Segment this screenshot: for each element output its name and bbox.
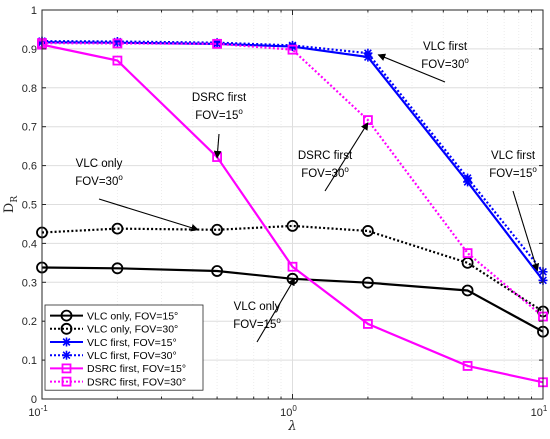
y-tick-label: 1 xyxy=(31,5,37,17)
legend-swatch-marker xyxy=(60,322,73,335)
legend-swatch-marker xyxy=(62,350,71,360)
data-point xyxy=(111,222,124,235)
y-axis-label: DR xyxy=(2,196,20,213)
marker-stroke xyxy=(363,49,372,58)
marker-stroke xyxy=(62,351,71,360)
annotation-line: FOV=15o xyxy=(233,316,281,331)
annotation-arrow xyxy=(324,122,369,192)
legend-label: DSRC first, FOV=30° xyxy=(87,376,186,388)
data-point xyxy=(362,225,374,237)
annotation-line: FOV=15o xyxy=(195,107,243,122)
legend-entry: VLC only, FOV=30° xyxy=(50,322,178,336)
y-tick-label: 0 xyxy=(31,394,37,406)
data-point xyxy=(363,319,373,329)
annotation-arrow xyxy=(512,190,540,272)
legend-label: DSRC first, FOV=15° xyxy=(87,363,186,375)
annotation-line: DSRC first xyxy=(192,92,247,104)
annotation-line: VLC first xyxy=(423,41,468,53)
y-tick-label: 0.7 xyxy=(22,122,37,134)
legend-entry: DSRC first, FOV=15° xyxy=(50,363,186,375)
annotation-arrow xyxy=(377,53,446,83)
annotation: DSRC first FOV=15o xyxy=(192,92,247,159)
data-point xyxy=(112,38,123,49)
y-tick-label: 0.3 xyxy=(22,277,37,289)
axis-labels: λ DR xyxy=(2,196,297,434)
annotation-line: FOV=15o xyxy=(489,165,537,180)
ticks: 0 0.1 0.2 0.3 0.4 0.5 0.6 0.7 0.8 0.9 1 10-1 100 101 xyxy=(22,5,548,419)
data-point xyxy=(211,223,223,236)
data-point xyxy=(211,265,223,277)
annotation-arrow xyxy=(213,133,222,159)
legend: VLC only, FOV=15°VLC only, FOV=30°VLC fi… xyxy=(44,304,204,391)
x-tick-label: 10-1 xyxy=(28,404,48,419)
x-tick-label: 100 xyxy=(280,404,297,419)
legend-swatch-marker xyxy=(60,309,73,322)
legend-entry: DSRC first, FOV=30° xyxy=(50,376,186,388)
legend-swatch-marker xyxy=(61,363,72,374)
y-tick-label: 0.1 xyxy=(22,355,37,367)
annotation-line: FOV=30o xyxy=(421,56,469,71)
data-point xyxy=(463,173,473,183)
x-tick-label: 101 xyxy=(531,404,548,419)
annotation-line: DSRC first xyxy=(298,150,353,162)
data-point xyxy=(461,284,474,297)
annotation-arrow xyxy=(256,277,296,343)
marker-stroke xyxy=(463,174,472,182)
y-tick-label: 0.6 xyxy=(22,161,37,173)
legend-label: VLC first, FOV=15° xyxy=(87,337,177,349)
y-tick-label: 0.4 xyxy=(22,238,37,250)
data-point xyxy=(462,361,473,371)
y-tick-label: 0.2 xyxy=(22,316,37,328)
x-axis-label: λ xyxy=(287,419,296,434)
data-point xyxy=(363,48,373,58)
data-point xyxy=(362,276,374,289)
data-point xyxy=(212,38,222,49)
marker-stroke xyxy=(62,338,71,346)
annotation: VLC first FOV=15o xyxy=(489,150,540,272)
legend-label: VLC only, FOV=15° xyxy=(87,310,178,322)
legend-label: VLC only, FOV=30° xyxy=(87,324,178,336)
legend-entry: VLC first, FOV=30° xyxy=(50,350,177,362)
series-line xyxy=(41,43,544,384)
legend-box xyxy=(44,304,204,391)
annotation-line: VLC only xyxy=(234,301,281,313)
annotation-arrow xyxy=(98,198,199,232)
y-tick-label: 0.8 xyxy=(22,83,37,95)
data-point xyxy=(287,261,298,272)
annotation-line: FOV=30o xyxy=(301,165,349,180)
annotation: VLC only FOV=15o xyxy=(233,277,296,343)
y-tick-label: 0.5 xyxy=(22,200,37,212)
annotation: VLC first FOV=30o xyxy=(377,41,469,83)
legend-swatch-marker xyxy=(62,337,71,347)
legend-entry: VLC first, FOV=15° xyxy=(50,337,177,349)
y-tick-label: 0.9 xyxy=(22,44,37,56)
data-point xyxy=(287,44,298,55)
data-point xyxy=(286,219,299,232)
legend-swatch-marker xyxy=(61,376,72,387)
data-point xyxy=(462,248,473,259)
data-point xyxy=(112,55,123,66)
annotation-line: FOV=30o xyxy=(75,173,123,188)
data-point xyxy=(111,262,124,275)
legend-entry: VLC only, FOV=15° xyxy=(50,309,178,322)
annotation-line: VLC only xyxy=(76,158,123,170)
annotation: DSRC first FOV=30o xyxy=(298,122,369,192)
annotation: VLC only FOV=30o xyxy=(75,158,199,232)
annotation-line: VLC first xyxy=(491,150,536,162)
legend-label: VLC first, FOV=30° xyxy=(87,350,177,362)
